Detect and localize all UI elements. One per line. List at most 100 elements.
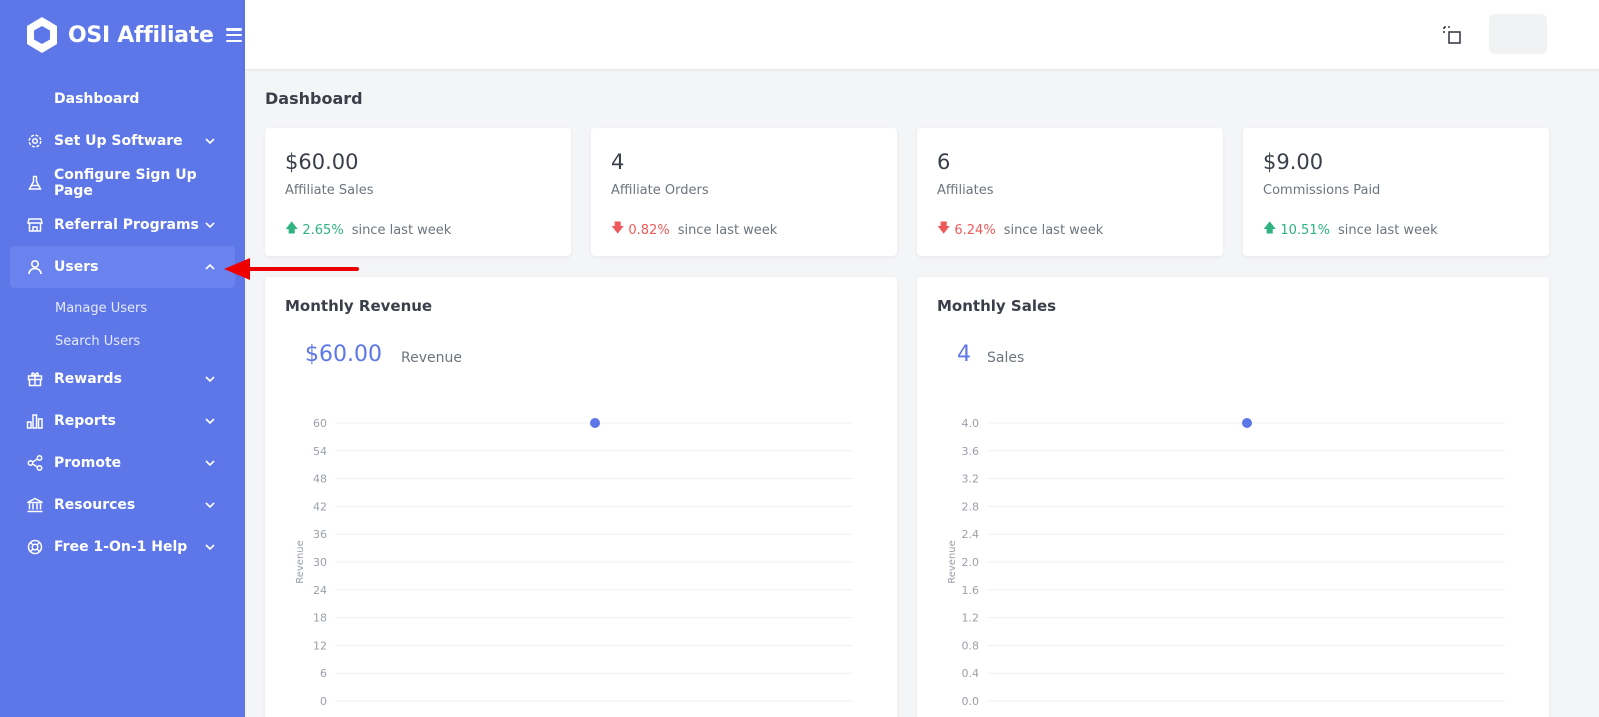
sidebar-item-label: Resources (54, 497, 136, 513)
sidebar-subitem-manage-users[interactable]: Manage Users (55, 301, 148, 316)
y-tick-label: 3.6 (962, 445, 980, 458)
sidebar-item-free-help[interactable]: Free 1-On-1 Help (10, 526, 235, 568)
stat-value: 6 (937, 150, 951, 174)
stat-percent: 6.24% (954, 222, 996, 238)
sidebar-item-reports[interactable]: Reports (10, 400, 235, 442)
sidebar-item-resources[interactable]: Resources (10, 484, 235, 526)
sidebar-item-label: Rewards (54, 371, 122, 387)
main-content: Dashboard $60.00 Affiliate Sales 🡅 2.65%… (245, 69, 1599, 717)
chevron-down-icon (203, 460, 217, 466)
stat-caption: Commissions Paid (1263, 183, 1381, 198)
y-tick-label: 0 (320, 695, 327, 708)
y-tick-label: 4.0 (962, 417, 980, 430)
y-axis-label: Revenue (295, 540, 306, 584)
stat-caption: Affiliate Sales (285, 183, 374, 198)
y-tick-label: 48 (313, 473, 327, 486)
stat-card-commissions-paid: $9.00 Commissions Paid 🡅 10.51% since la… (1243, 128, 1549, 256)
sidebar: OSI Affiliate Dashboard Set Up Software … (0, 0, 245, 717)
bank-icon (26, 496, 44, 514)
fullscreen-toggle-icon[interactable] (1441, 24, 1463, 46)
chart-title: Monthly Revenue (285, 297, 433, 315)
stat-trend: 🡇 0.82% since last week (611, 219, 777, 241)
stat-since: since last week (677, 222, 778, 238)
y-tick-label: 60 (313, 417, 327, 430)
stat-since: since last week (351, 222, 452, 238)
data-point[interactable] (590, 418, 600, 428)
stat-trend: 🡅 10.51% since last week (1263, 219, 1438, 241)
chart-headline-value: 4 (957, 342, 971, 367)
sidebar-item-promote[interactable]: Promote (10, 442, 235, 484)
sidebar-item-label: Free 1-On-1 Help (54, 539, 188, 555)
data-point[interactable] (1242, 418, 1252, 428)
annotation-arrow-icon (224, 258, 359, 280)
flask-icon (26, 174, 44, 192)
sidebar-item-label: Referral Programs (54, 217, 199, 233)
chevron-down-icon (203, 418, 217, 424)
chevron-down-icon (203, 138, 217, 144)
sidebar-nav: Dashboard Set Up Software Configure Sign… (0, 70, 245, 568)
stat-value: $9.00 (1263, 150, 1324, 174)
y-tick-label: 36 (313, 528, 327, 541)
sidebar-item-users[interactable]: Users (10, 246, 235, 288)
sidebar-item-set-up-software[interactable]: Set Up Software (10, 120, 235, 162)
share-icon (26, 454, 44, 472)
y-tick-label: 0.8 (962, 639, 980, 652)
sidebar-subitem-search-users[interactable]: Search Users (55, 334, 141, 349)
user-avatar[interactable] (1489, 14, 1547, 54)
chevron-down-icon (203, 222, 217, 228)
chart-headline-label: Sales (987, 350, 1025, 366)
brand: OSI Affiliate (0, 0, 245, 70)
sidebar-item-label: Reports (54, 413, 116, 429)
stat-value: $60.00 (285, 150, 359, 174)
chevron-down-icon (203, 544, 217, 550)
stat-percent: 0.82% (628, 222, 670, 238)
chevron-down-icon (203, 376, 217, 382)
sidebar-item-label: Set Up Software (54, 133, 183, 149)
chart-headline-label: Revenue (401, 350, 462, 366)
sidebar-item-label: Users (54, 259, 99, 275)
stat-caption: Affiliate Orders (611, 183, 709, 198)
stat-trend: 🡅 2.65% since last week (285, 219, 451, 241)
topbar (245, 0, 1599, 69)
stat-percent: 10.51% (1280, 222, 1330, 238)
stat-since: since last week (1003, 222, 1104, 238)
stat-percent: 2.65% (302, 222, 344, 238)
y-tick-label: 1.2 (962, 612, 980, 625)
chart-title: Monthly Sales (937, 297, 1057, 315)
arrow-down-icon: 🡇 (611, 221, 625, 236)
brand-name[interactable]: OSI Affiliate (68, 22, 214, 48)
y-tick-label: 1.6 (962, 584, 980, 597)
stat-card-affiliate-orders: 4 Affiliate Orders 🡇 0.82% since last we… (591, 128, 897, 256)
bar-chart-icon (26, 412, 44, 430)
chart-headline-value: $60.00 (305, 342, 382, 367)
y-tick-label: 24 (313, 584, 327, 597)
osi-logo-icon[interactable] (24, 15, 60, 55)
y-tick-label: 0.4 (962, 667, 980, 680)
store-icon (26, 216, 44, 234)
y-tick-label: 2.0 (962, 556, 980, 569)
gear-icon (26, 132, 44, 150)
lifebuoy-icon (26, 538, 44, 556)
y-tick-label: 30 (313, 556, 327, 569)
y-axis-label: Revenue (947, 540, 958, 584)
sidebar-item-label: Configure Sign Up Page (54, 167, 197, 199)
hamburger-menu-icon[interactable] (225, 28, 242, 42)
arrow-down-icon: 🡇 (937, 221, 951, 236)
arrow-up-icon: 🡅 (1263, 221, 1277, 236)
stat-card-affiliates: 6 Affiliates 🡇 6.24% since last week (917, 128, 1223, 256)
y-tick-label: 18 (313, 612, 327, 625)
y-tick-label: 6 (320, 667, 327, 680)
chart-card-monthly-sales: Monthly Sales 4 Sales 4.0 3.6 3.2 2.8 2.4 2.0… (917, 277, 1549, 717)
sidebar-item-dashboard[interactable]: Dashboard (10, 78, 235, 120)
stat-since: since last week (1337, 222, 1438, 238)
y-tick-label: 42 (313, 500, 327, 513)
arrow-up-icon: 🡅 (285, 221, 299, 236)
sidebar-item-rewards[interactable]: Rewards (10, 358, 235, 400)
y-tick-label: 0.0 (962, 695, 980, 708)
chart-card-monthly-revenue: Monthly Revenue $60.00 Revenue 60 54 48 42 3… (265, 277, 897, 717)
page-title: Dashboard (265, 89, 363, 108)
chevron-up-icon (203, 264, 217, 270)
sidebar-item-configure-sign-up-page[interactable]: Configure Sign Up Page (10, 162, 235, 204)
sidebar-item-referral-programs[interactable]: Referral Programs (10, 204, 235, 246)
